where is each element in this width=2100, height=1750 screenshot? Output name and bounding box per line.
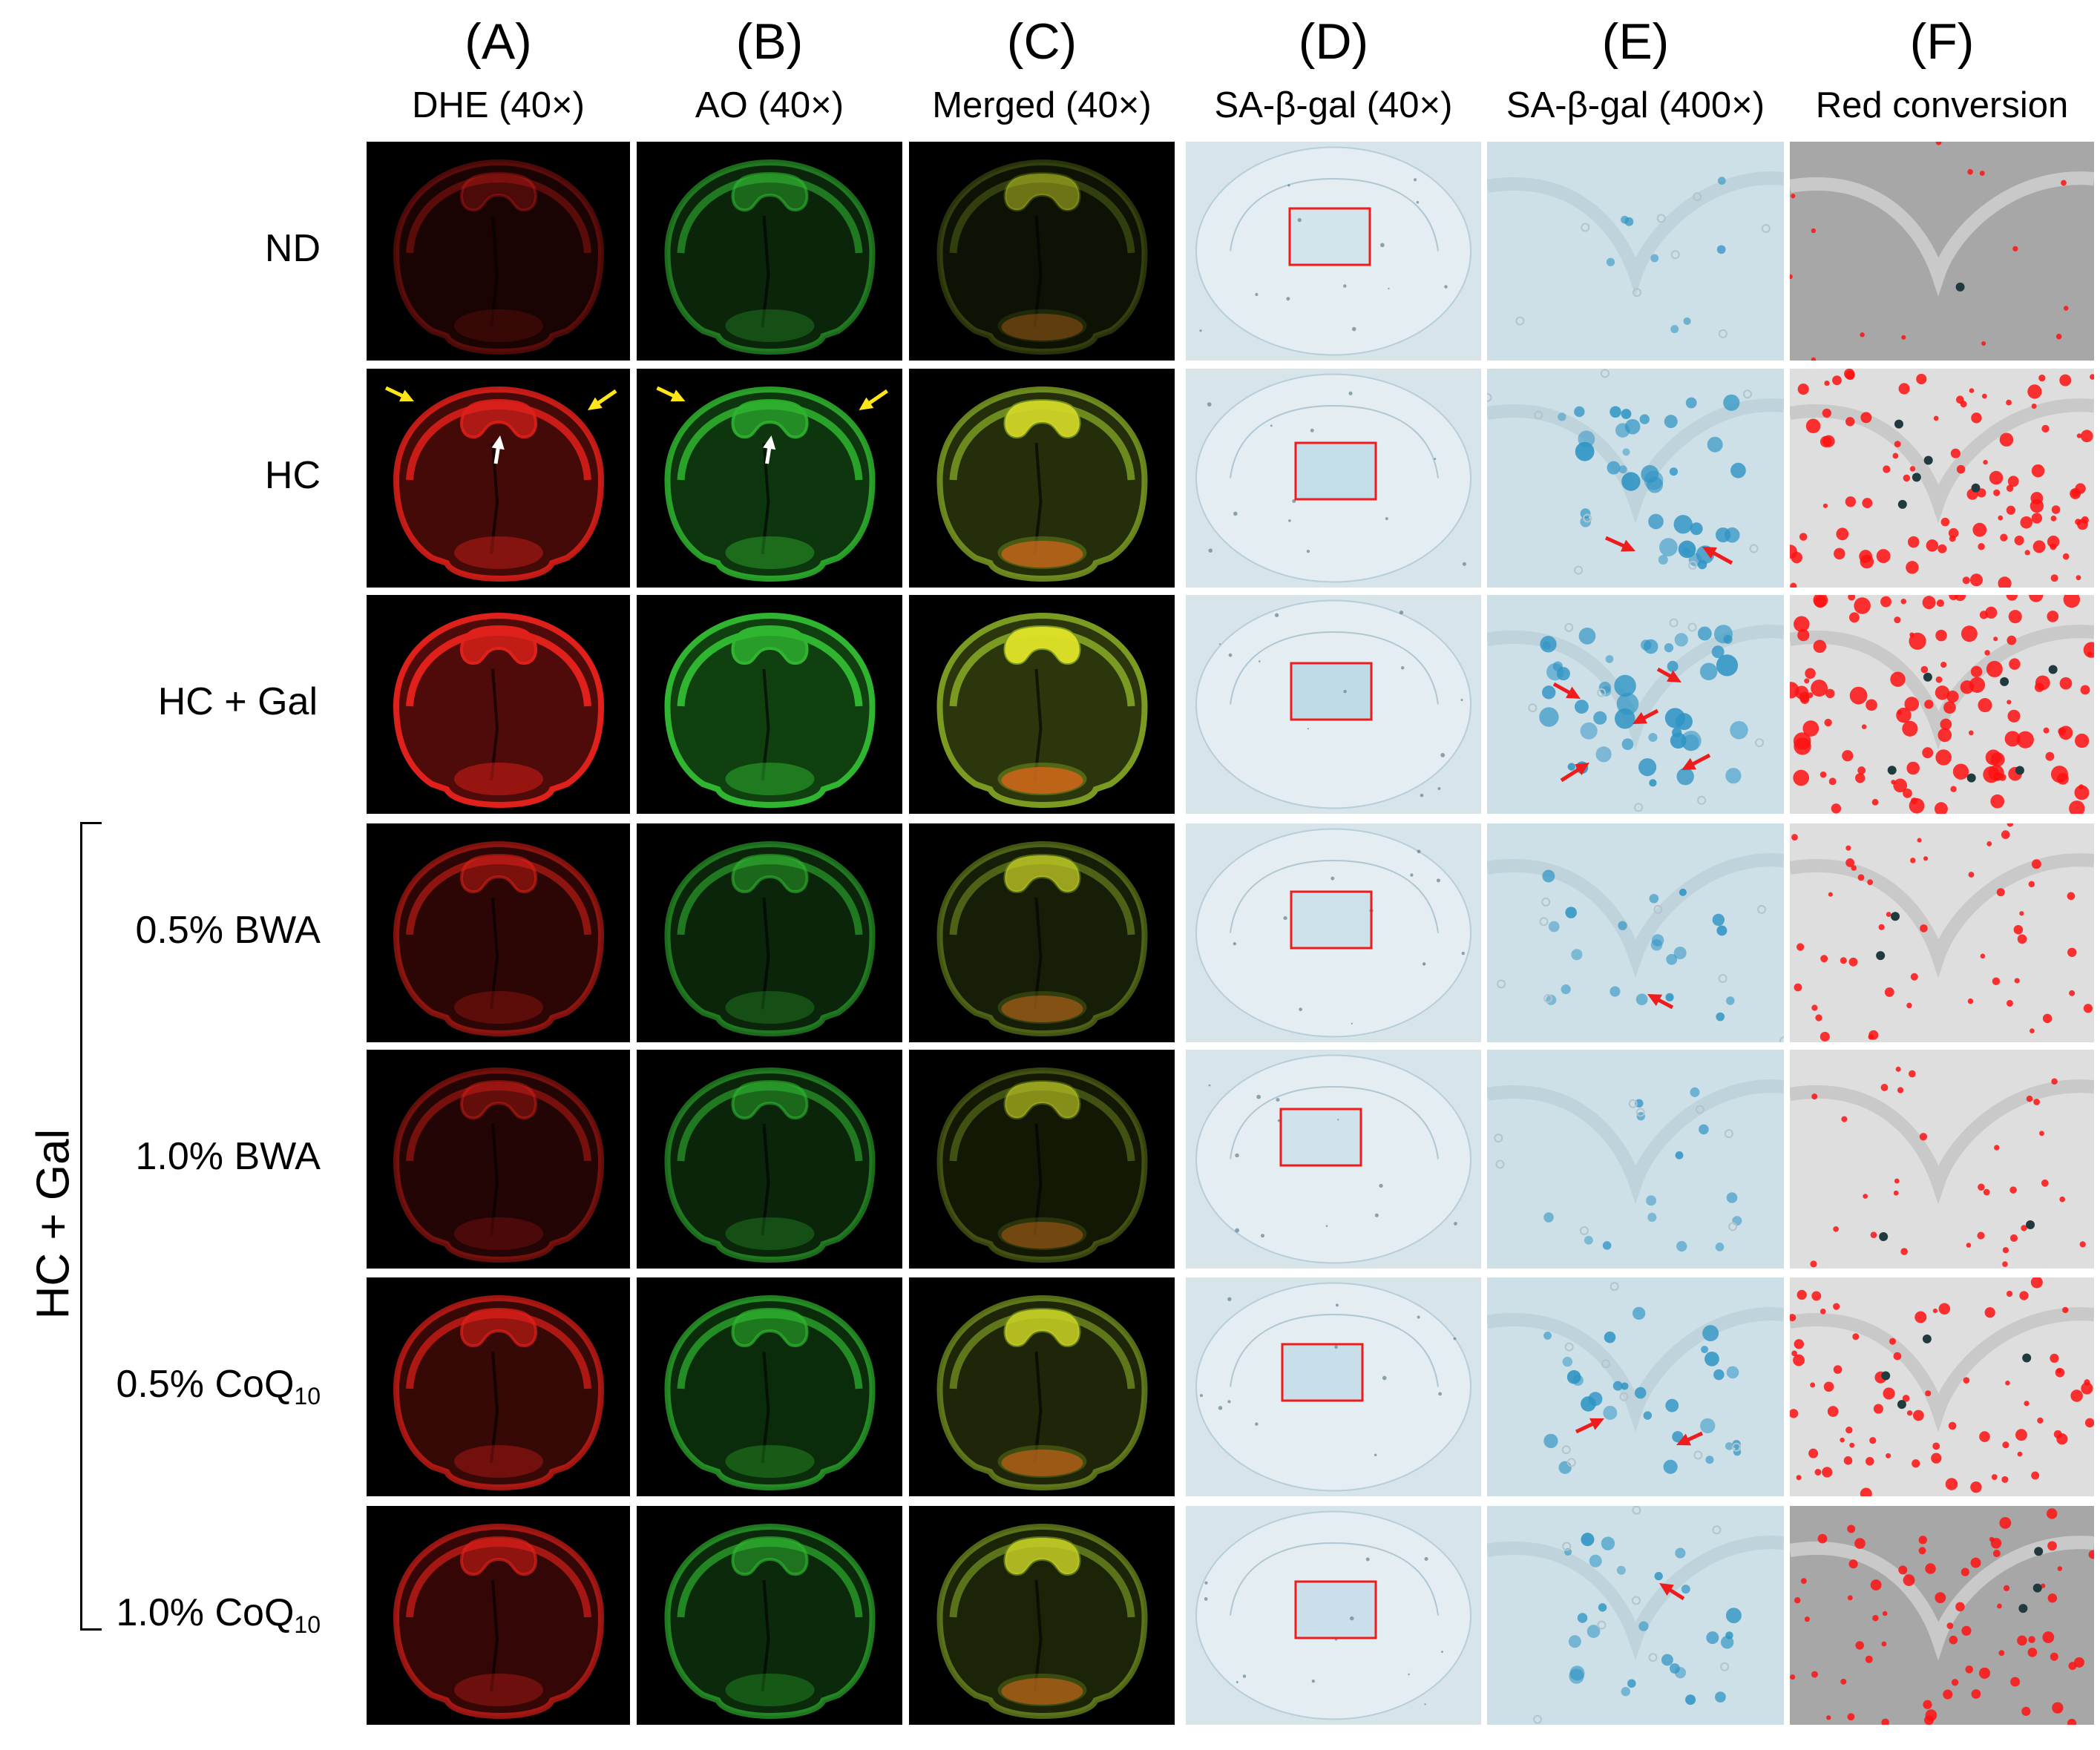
panel-ao-row-7 [637,1506,902,1725]
column-header-b: (B) AO (40×) [637,0,902,134]
panel-dhe-row-7 [367,1506,630,1725]
column-header-f: (F) Red conversion [1790,0,2094,134]
column-letter: (D) [1298,13,1369,70]
column-header-c: (C) Merged (40×) [909,0,1175,134]
panel-merged-row-7 [909,1506,1175,1725]
row-label-text: 1.0% BWA [135,1134,321,1178]
column-label: SA-β-gal (400×) [1506,85,1765,125]
column-header-a: (A) DHE (40×) [367,0,630,134]
panel-merged-row-4 [909,823,1175,1042]
row-label-5: 1.0% BWA [24,1137,321,1176]
row-label-text: 1.0% CoQ [116,1591,295,1634]
panel-merged-row-3 [909,595,1175,814]
panel-sabgal40-row-2 [1186,369,1481,588]
panel-dhe-row-2 [367,369,630,588]
column-letter: (E) [1601,13,1670,70]
row-label-1: ND [24,229,321,268]
panel-merged-row-5 [909,1050,1175,1269]
row-label-4: 0.5% BWA [24,911,321,950]
panel-sabgal400-row-1 [1487,142,1784,361]
panel-ao-row-3 [637,595,902,814]
panel-ao-row-6 [637,1277,902,1496]
panel-red-row-3 [1790,595,2094,814]
panel-sabgal40-row-4 [1186,823,1481,1042]
row-label-2: HC [24,456,321,495]
panel-sabgal400-row-2 [1487,369,1784,588]
column-label: AO (40×) [695,85,844,125]
column-letter: (A) [465,13,532,70]
panel-merged-row-1 [909,142,1175,361]
panel-sabgal400-row-5 [1487,1050,1784,1269]
column-letter: (F) [1909,13,1975,70]
column-letter: (C) [1006,13,1077,70]
panel-dhe-row-5 [367,1050,630,1269]
panel-sabgal40-row-5 [1186,1050,1481,1269]
row-label-text: 0.5% CoQ [116,1362,295,1406]
panel-red-row-2 [1790,369,2094,588]
column-label: Merged (40×) [932,85,1152,125]
column-label: DHE (40×) [412,85,585,125]
panel-dhe-row-6 [367,1277,630,1496]
panel-sabgal40-row-6 [1186,1277,1481,1496]
row-label-7: 1.0% CoQ10 [24,1593,321,1636]
panel-sabgal40-row-3 [1186,595,1481,814]
column-label: SA-β-gal (40×) [1214,85,1453,125]
panel-ao-row-5 [637,1050,902,1269]
panel-sabgal400-row-3 [1487,595,1784,814]
row-label-text: 0.5% BWA [135,908,321,952]
panel-ao-row-2 [637,369,902,588]
column-header-e: (E) SA-β-gal (400×) [1487,0,1784,134]
panel-merged-row-2 [909,369,1175,588]
group-bracket [80,822,102,1631]
panel-dhe-row-4 [367,823,630,1042]
row-label-text: HC [264,453,321,497]
row-label-subscript: 10 [294,1611,321,1638]
column-header-d: (D) SA-β-gal (40×) [1186,0,1481,134]
panel-red-row-7 [1790,1506,2094,1725]
row-label-3: HC + Gal [21,682,318,721]
panel-sabgal40-row-1 [1186,142,1481,361]
panel-red-row-1 [1790,142,2094,361]
row-label-text: ND [264,226,321,270]
group-label: HC + Gal [27,1128,79,1320]
panel-dhe-row-3 [367,595,630,814]
panel-ao-row-4 [637,823,902,1042]
panel-ao-row-1 [637,142,902,361]
panel-red-row-6 [1790,1277,2094,1496]
panel-red-row-4 [1790,823,2094,1042]
row-label-text: HC + Gal [157,680,318,723]
row-label-6: 0.5% CoQ10 [24,1365,321,1408]
panel-merged-row-6 [909,1277,1175,1496]
panel-sabgal400-row-4 [1487,823,1784,1042]
column-letter: (B) [735,13,804,70]
panel-red-row-5 [1790,1050,2094,1269]
row-label-subscript: 10 [294,1382,321,1409]
panel-dhe-row-1 [367,142,630,361]
column-label: Red conversion [1815,85,2069,125]
panel-sabgal40-row-7 [1186,1506,1481,1725]
panel-sabgal400-row-7 [1487,1506,1784,1725]
panel-sabgal400-row-6 [1487,1277,1784,1496]
